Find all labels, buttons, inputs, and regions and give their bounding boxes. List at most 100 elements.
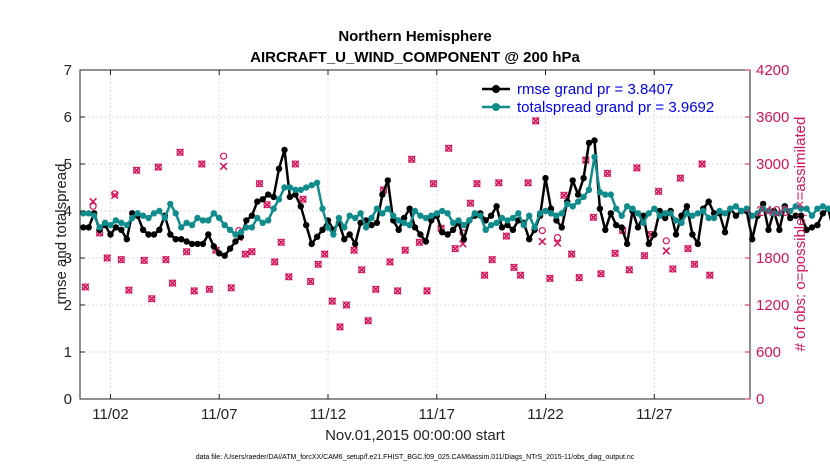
- possible-obs-marker: [198, 160, 206, 168]
- assimilated-obs-marker: [603, 169, 612, 178]
- totalspread-point: [422, 214, 430, 222]
- assimilated-obs-marker: [364, 316, 373, 325]
- totalspread-point: [194, 214, 201, 222]
- rmse-point: [705, 198, 712, 205]
- possible-obs-marker: [662, 237, 670, 245]
- y2-tick-label: 1800: [756, 250, 789, 267]
- rmse-point: [145, 231, 152, 238]
- totalspread-point: [129, 214, 136, 222]
- assimilated-obs-marker: [350, 246, 358, 255]
- assimilated-obs-marker: [306, 277, 315, 286]
- possible-obs-marker: [676, 174, 685, 182]
- assimilated-obs-marker: [162, 255, 170, 264]
- assimilated-obs-marker: [291, 160, 300, 168]
- rmse-point: [139, 226, 147, 233]
- y-tick-label: 3: [64, 250, 72, 267]
- x-axis-label: Nov.01,2015 00:00:00 start: [325, 427, 506, 444]
- rmse-point: [411, 224, 419, 231]
- possible-obs-marker: [372, 285, 380, 293]
- assimilated-obs-marker: [625, 265, 634, 274]
- possible-obs-marker: [684, 245, 692, 253]
- totalspread-point: [254, 214, 261, 222]
- possible-obs-marker: [291, 160, 299, 168]
- totalspread-point: [759, 205, 767, 212]
- totalspread-point: [493, 219, 500, 226]
- totalspread-point: [602, 191, 609, 198]
- assimilated-obs-marker: [560, 191, 568, 200]
- rmse-point: [596, 205, 604, 212]
- assimilated-obs-marker: [567, 250, 576, 258]
- rmse-point: [428, 217, 435, 224]
- legend-rmse-marker: [492, 85, 500, 93]
- totalspread-point: [808, 212, 816, 219]
- x-tick-label: 11/07: [201, 406, 237, 423]
- rmse-point: [319, 226, 326, 233]
- rmse-point: [814, 221, 821, 229]
- totalspread-point: [259, 219, 266, 226]
- rmse-point: [357, 219, 364, 226]
- x-tick-label: 11/27: [636, 406, 672, 423]
- rmse-point: [417, 231, 424, 238]
- assimilated-obs-marker: [241, 250, 250, 258]
- possible-obs-marker: [698, 160, 706, 168]
- possible-obs-marker: [451, 245, 459, 253]
- legend-spread-label: totalspread grand pr = 3.9692: [517, 99, 714, 116]
- totalspread-point: [417, 212, 424, 219]
- totalspread-point: [765, 207, 772, 215]
- legend-spread-marker: [492, 103, 500, 111]
- assimilated-obs-marker: [154, 163, 163, 171]
- rmse-point: [167, 231, 174, 238]
- possible-obs-marker: [625, 266, 633, 274]
- assimilated-obs-marker: [103, 254, 112, 262]
- totalspread-point: [629, 205, 636, 212]
- totalspread-point: [216, 214, 223, 222]
- totalspread-point: [275, 196, 283, 203]
- totalspread-point: [362, 224, 370, 231]
- totalspread-point: [286, 184, 294, 191]
- assimilated-obs-marker: [538, 237, 547, 246]
- rmse-point: [797, 212, 805, 219]
- rmse-point: [792, 212, 799, 219]
- possible-obs-marker: [481, 271, 489, 279]
- possible-obs-marker: [690, 260, 699, 268]
- totalspread-point: [482, 226, 489, 233]
- possible-obs-marker: [117, 256, 125, 264]
- rmse-point: [422, 238, 430, 245]
- totalspread-point: [313, 179, 321, 186]
- totalspread-point: [357, 210, 364, 217]
- rmse-point: [493, 203, 500, 210]
- possible-obs-marker: [307, 277, 315, 286]
- x-tick-label: 11/12: [310, 406, 346, 423]
- y-axis-label: rmse and totalspread: [53, 164, 70, 305]
- totalspread-point: [689, 212, 696, 219]
- totalspread-point: [781, 205, 788, 212]
- possible-obs-marker: [248, 248, 256, 256]
- assimilated-obs-marker: [415, 238, 424, 247]
- assimilated-obs-marker: [248, 247, 256, 256]
- rmse-point: [379, 191, 386, 198]
- totalspread-point: [335, 214, 343, 222]
- rmse-point: [297, 203, 304, 210]
- possible-obs-marker: [532, 117, 540, 125]
- chart-subtitle: AIRCRAFT_U_WIND_COMPONENT @ 200 hPa: [250, 49, 580, 66]
- rmse-point: [574, 191, 582, 198]
- possible-obs-marker: [220, 152, 228, 160]
- totalspread-point: [390, 212, 397, 219]
- rmse-point: [275, 165, 283, 172]
- rmse-point: [123, 236, 130, 243]
- totalspread-point: [515, 210, 522, 217]
- rmse-point: [721, 229, 729, 236]
- rmse-point: [248, 212, 256, 219]
- rmse-point: [341, 236, 348, 243]
- y2-tick-label: 1200: [756, 297, 789, 314]
- rmse-point: [112, 224, 120, 231]
- totalspread-point: [634, 210, 642, 217]
- rmse-point: [172, 236, 179, 243]
- totalspread-point: [814, 205, 821, 212]
- y2-tick-label: 3000: [756, 156, 789, 173]
- assimilated-obs-marker: [147, 294, 156, 303]
- rmse-point: [526, 236, 533, 243]
- totalspread-point: [161, 214, 168, 222]
- rmse-point: [150, 231, 158, 238]
